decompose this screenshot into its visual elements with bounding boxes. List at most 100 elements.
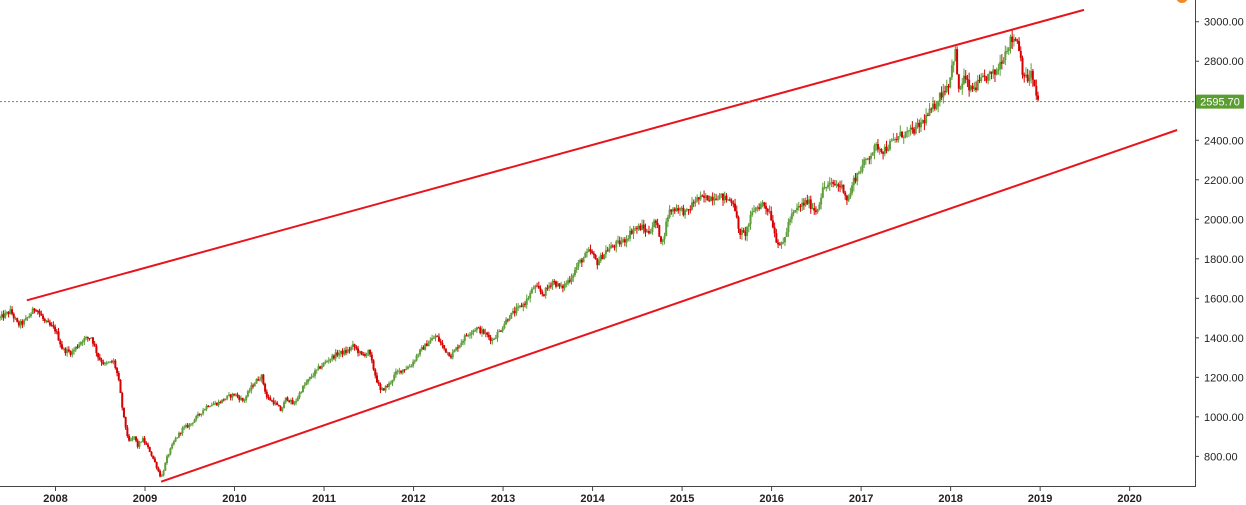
candle-body xyxy=(1033,79,1036,86)
candle-body xyxy=(437,336,440,342)
candle-body xyxy=(818,204,821,209)
candle-body xyxy=(971,85,974,90)
candle-body xyxy=(1018,41,1021,52)
candle-body xyxy=(976,79,979,90)
candle-body xyxy=(269,397,272,401)
candle-body xyxy=(549,285,552,287)
candle-body xyxy=(455,347,458,351)
candle-body xyxy=(653,220,656,228)
candle-body xyxy=(1014,38,1017,41)
candle-body xyxy=(424,343,427,350)
candle-body xyxy=(567,280,570,284)
candle-body xyxy=(1016,40,1019,42)
candle-body xyxy=(716,199,719,201)
candle-body xyxy=(522,303,525,308)
candle-body xyxy=(136,440,139,447)
candle-body xyxy=(839,186,842,188)
x-tick-label: 2017 xyxy=(849,493,873,505)
candle-body xyxy=(195,416,198,420)
candle-body xyxy=(431,338,434,341)
candle-body xyxy=(945,86,948,92)
candle-body xyxy=(775,233,778,243)
candle-body xyxy=(5,311,8,313)
candle-body xyxy=(785,232,788,237)
lower-channel-line[interactable] xyxy=(160,129,1178,483)
candle-body xyxy=(90,337,93,339)
candle-body xyxy=(997,68,1000,71)
candle-body xyxy=(489,337,492,341)
candle-body xyxy=(701,195,704,197)
candle-body xyxy=(918,122,921,128)
candle-body xyxy=(630,230,633,234)
candle-body xyxy=(486,332,489,335)
candle-body xyxy=(949,77,952,88)
candle-body xyxy=(684,209,687,216)
candle-body xyxy=(372,360,375,370)
candle-body xyxy=(854,177,857,182)
candle-body xyxy=(696,197,699,202)
candle-body xyxy=(11,309,14,314)
candle-body xyxy=(515,307,518,314)
candle-body xyxy=(783,236,786,243)
candle-body xyxy=(339,350,342,354)
candle-body xyxy=(443,345,446,349)
candle-body xyxy=(38,311,41,314)
candle-body xyxy=(412,361,415,366)
candle-body xyxy=(415,355,418,361)
candle-body xyxy=(961,83,964,89)
candle-body xyxy=(276,402,279,406)
candle-body xyxy=(704,195,707,198)
last-price-marker xyxy=(1196,94,1244,109)
candle-body xyxy=(579,259,582,263)
candle-body xyxy=(635,228,638,230)
upper-channel-line[interactable] xyxy=(26,8,1085,302)
candle-body xyxy=(589,249,592,252)
candle-body xyxy=(568,280,571,282)
candle-body xyxy=(429,340,432,344)
candle-body xyxy=(573,269,576,276)
candle-body xyxy=(861,165,864,172)
candle-body xyxy=(883,146,886,154)
candle-body xyxy=(821,187,824,198)
alert-indicator-icon[interactable] xyxy=(1176,0,1188,3)
candle-body xyxy=(358,351,361,354)
candle-body xyxy=(202,410,205,414)
candle-body xyxy=(715,198,718,200)
candle-body xyxy=(310,376,313,378)
candle-body xyxy=(346,349,349,353)
candle-body xyxy=(291,400,294,405)
candle-body xyxy=(252,385,255,387)
candle-body xyxy=(401,369,404,373)
candle-body xyxy=(17,321,20,326)
candle-body xyxy=(825,186,828,188)
candle-body xyxy=(888,141,891,150)
candle-body xyxy=(384,386,387,391)
candle-body xyxy=(9,309,12,315)
y-tick-label: 2800.00 xyxy=(1204,56,1244,68)
candle-body xyxy=(983,75,986,77)
candle-body xyxy=(873,145,876,153)
candle-body xyxy=(1019,51,1022,58)
candle-body xyxy=(901,131,904,138)
candle-body xyxy=(453,350,456,353)
candle-body xyxy=(300,392,303,394)
candle-body xyxy=(1024,74,1027,77)
candle-body xyxy=(272,400,275,405)
candle-body xyxy=(293,402,296,405)
x-tick-label: 2010 xyxy=(222,493,246,505)
candle-body xyxy=(814,210,817,213)
candle-body xyxy=(878,148,881,150)
candle-body xyxy=(227,394,230,396)
candle-body xyxy=(852,177,855,186)
candle-body xyxy=(140,441,143,443)
candle-body xyxy=(510,312,513,319)
candle-body xyxy=(1037,95,1040,100)
candle-body xyxy=(980,77,983,81)
candle-body xyxy=(116,368,119,374)
candle-body xyxy=(685,209,688,211)
candle-body xyxy=(610,245,613,249)
x-tick-label: 2015 xyxy=(670,493,694,505)
candle-body xyxy=(104,362,107,365)
candle-body xyxy=(959,88,962,90)
candle-body xyxy=(413,360,416,362)
